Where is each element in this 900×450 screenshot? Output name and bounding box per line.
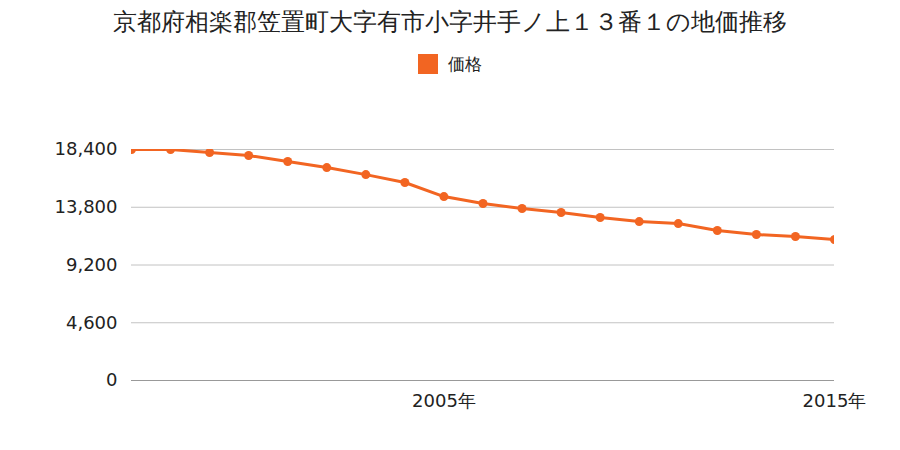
html-text:価格: 価格 xyxy=(448,53,482,74)
svg-text:2015年: 2015年 xyxy=(803,390,867,411)
html-text:京都府相楽郡笠置町大字有市小字井手ノ上１３番１の地価推移: 京都府相楽郡笠置町大字有市小字井手ノ上１３番１の地価推移 xyxy=(113,8,787,36)
svg-text:18,400: 18,400 xyxy=(55,138,118,159)
svg-text:0: 0 xyxy=(106,369,117,390)
svg-text:13,800: 13,800 xyxy=(55,196,118,217)
svg-text:4,600: 4,600 xyxy=(66,312,118,333)
svg-text:9,200: 9,200 xyxy=(66,254,118,275)
svg-text:2005年: 2005年 xyxy=(412,390,476,411)
